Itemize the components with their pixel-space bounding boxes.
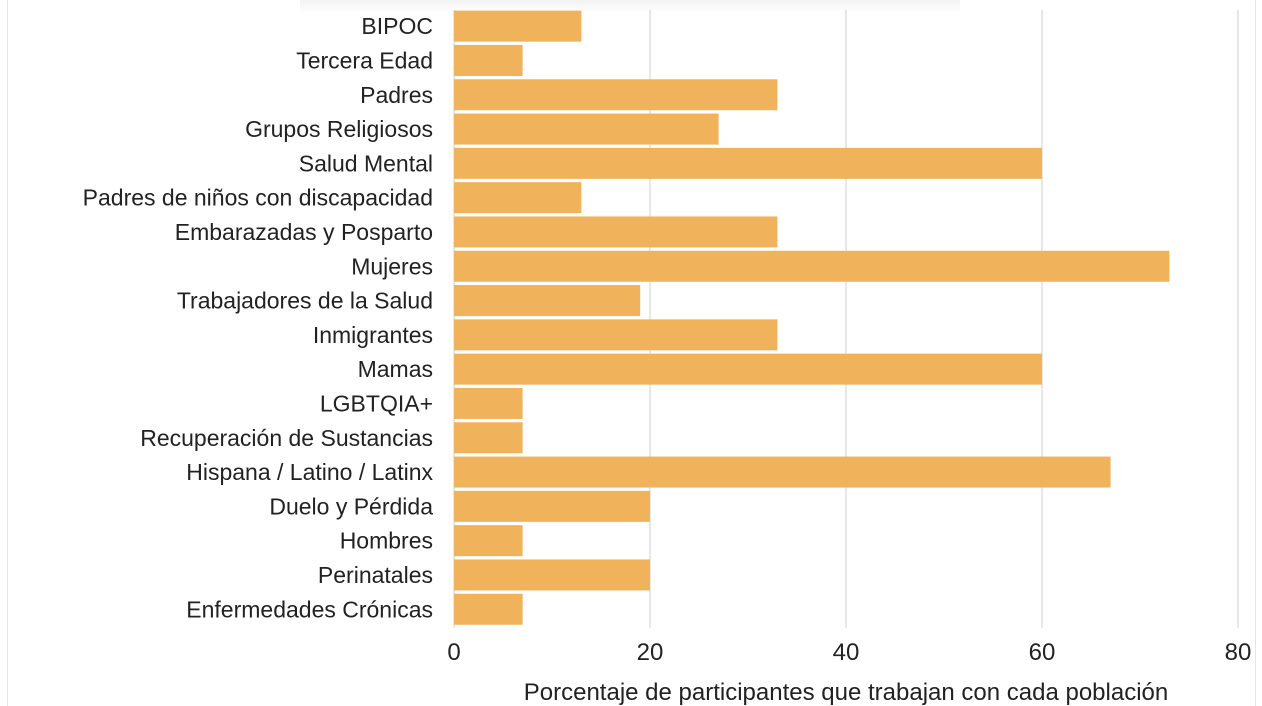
category-label: Tercera Edad — [296, 47, 433, 73]
category-label: Hispana / Latino / Latinx — [186, 459, 433, 485]
bar — [454, 79, 778, 111]
category-label: BIPOC — [361, 13, 433, 39]
bar — [454, 490, 650, 522]
bar — [454, 147, 1042, 179]
category-label: Grupos Religiosos — [245, 116, 433, 142]
category-label: Enfermedades Crónicas — [186, 596, 433, 622]
category-label: LGBTQIA+ — [320, 390, 433, 416]
x-tick-labels: 0 20 40 60 80 — [447, 639, 1251, 666]
category-label: Embarazadas y Posparto — [175, 219, 433, 245]
bar — [454, 319, 778, 351]
bar — [454, 10, 582, 42]
x-axis-label: Porcentaje de participantes que trabajan… — [524, 679, 1168, 706]
x-tick-label: 80 — [1225, 639, 1252, 666]
left-edge-line — [7, 0, 8, 706]
bar — [454, 559, 650, 591]
right-edge-line — [1255, 0, 1256, 706]
bar — [454, 422, 523, 454]
category-label: Mamas — [358, 356, 433, 382]
category-label: Recuperación de Sustancias — [140, 425, 433, 451]
x-tick-label: 40 — [833, 639, 860, 666]
grid-layer — [453, 10, 1239, 628]
bar — [454, 113, 719, 145]
bar — [454, 216, 778, 248]
bar — [454, 353, 1042, 385]
bar — [454, 387, 523, 419]
category-label: Mujeres — [351, 253, 433, 279]
bars-layer — [454, 10, 1170, 625]
category-label: Salud Mental — [299, 150, 433, 176]
bar — [454, 456, 1111, 488]
category-label: Trabajadores de la Salud — [177, 288, 433, 314]
bar — [454, 525, 523, 557]
bar — [454, 250, 1170, 282]
x-tick-label: 0 — [447, 639, 460, 666]
category-labels: BIPOC Tercera Edad Padres Grupos Religiosos… — [83, 13, 434, 622]
category-label: Padres — [360, 82, 433, 108]
x-tick-label: 20 — [637, 639, 664, 666]
bar — [454, 44, 523, 76]
top-fade-decoration — [300, 0, 960, 14]
category-label: Duelo y Pérdida — [269, 493, 433, 519]
category-label: Inmigrantes — [313, 322, 433, 348]
category-label: Padres de niños con discapacidad — [83, 185, 433, 211]
bar — [454, 182, 582, 214]
category-label: Perinatales — [318, 562, 433, 588]
bar — [454, 285, 641, 317]
category-label: Hombres — [340, 528, 433, 554]
x-tick-label: 60 — [1029, 639, 1056, 666]
bar — [454, 593, 523, 625]
